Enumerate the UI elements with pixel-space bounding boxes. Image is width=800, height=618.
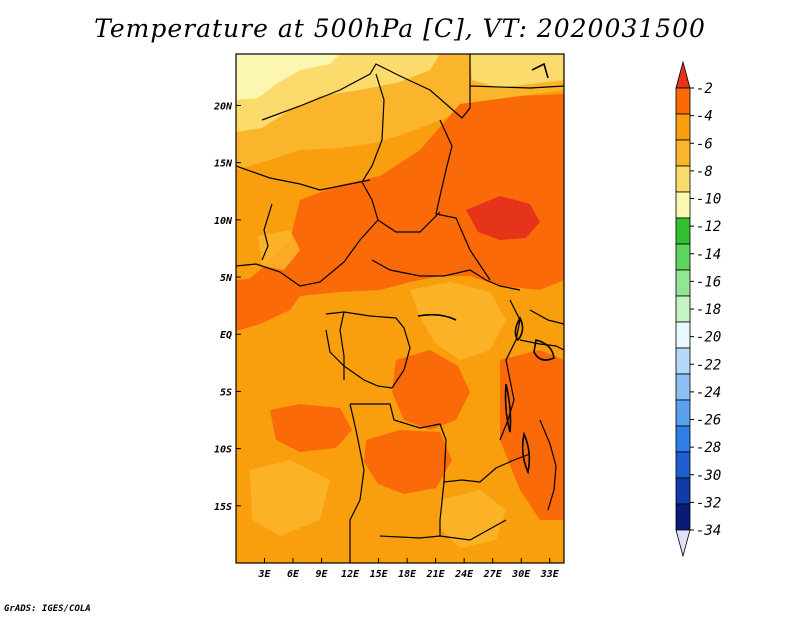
lon-tick-label: 27E [483,569,503,580]
colorbar-top-arrow [675,60,691,89]
latitude-axis: 20N 15N 10N 5N EQ 5S 10S 15S [213,101,241,513]
colorbar-bottom-arrow [675,529,691,558]
colorbar-label: -18 [696,302,721,318]
colorbar-segment [675,347,691,375]
colorbar-segment [675,399,691,427]
colorbar-segment [675,503,691,531]
field-warm-west [236,276,300,330]
colorbar-segment [675,373,691,401]
colorbar-segment [675,139,691,167]
colorbar-label: -34 [696,523,721,539]
colorbar-label: -10 [696,192,721,208]
lakes [417,62,555,475]
lat-tick-label: 15N [214,159,233,170]
colorbar-segment [675,477,691,505]
colorbar-label: -8 [696,164,713,180]
colorbar-label: -4 [696,109,713,125]
field-southeast-warm [500,350,564,520]
colorbar-segment [675,165,691,193]
lat-tick-label: 15S [214,502,232,513]
colorbar-segment [675,191,691,219]
field-south-light-2 [440,490,506,548]
lat-tick-label: 20N [213,101,233,112]
colorbar-label: -24 [696,385,721,401]
colorbar-label: -6 [696,136,713,152]
colorbar-label: -12 [696,219,721,235]
colorbar-label: -32 [696,495,721,511]
colorbar-label: -30 [696,468,721,484]
colorbar-segment [675,425,691,453]
colorbar-label: -26 [696,413,721,429]
field-south-warm-3 [270,404,352,452]
lon-tick-label: 3E [257,569,271,580]
field-south-warm-1 [392,350,470,430]
lon-tick-label: 24E [454,569,474,580]
colorbar-segment [675,451,691,479]
chart-title: Temperature at 500hPa [C], VT: 202003150… [94,14,706,43]
field-sudan-core [466,196,540,240]
lat-tick-label: EQ [220,330,232,341]
colorbar-label: -22 [696,357,721,373]
lon-tick-label: 9E [316,569,329,580]
lat-tick-label: 10N [214,216,233,227]
colorbar-segment [675,321,691,349]
field-northeast-pale [470,54,564,88]
temperature-field [236,54,564,563]
longitude-axis: 3E 6E 9E 12E 15E 18E 21E 24E 27E 30E 33E [257,558,560,580]
colorbar-label: -16 [696,274,721,290]
field-west-light [258,230,300,270]
field-warm-band [236,94,564,310]
colorbar-segment [675,243,691,271]
lat-tick-label: 5S [220,387,232,398]
field-south-light [250,460,330,536]
lon-tick-label: 30E [511,569,531,580]
colorbar: -2 -4 -6 -8 -10 -12 -14 -16 -18 -20 -22 -24 -26 -28 -3… [675,60,721,558]
lon-tick-label: 6E [287,569,300,580]
lon-tick-label: 15E [370,569,389,580]
field-south-warm-2 [364,430,452,494]
lon-tick-label: 18E [398,569,417,580]
colorbar-segment [675,295,691,323]
credit-text: GrADS: IGES/COLA [4,604,91,614]
colorbar-segment [675,217,691,245]
lon-tick-label: 12E [341,569,360,580]
colorbar-label: -28 [696,440,721,456]
field-north-palest [236,54,340,100]
colorbar-segment [675,87,691,115]
map-frame [235,53,565,564]
colorbar-segment [675,269,691,297]
lat-tick-label: 10S [214,445,232,456]
colorbar-label: -20 [696,330,721,346]
field-central-light [410,282,506,360]
lat-tick-label: 5N [220,273,233,284]
colorbar-segment [675,113,691,141]
lon-tick-label: 33E [540,569,560,580]
country-borders [236,54,564,563]
colorbar-label: -2 [696,81,713,97]
lon-tick-label: 21E [426,569,446,580]
colorbar-label: -14 [696,247,721,263]
